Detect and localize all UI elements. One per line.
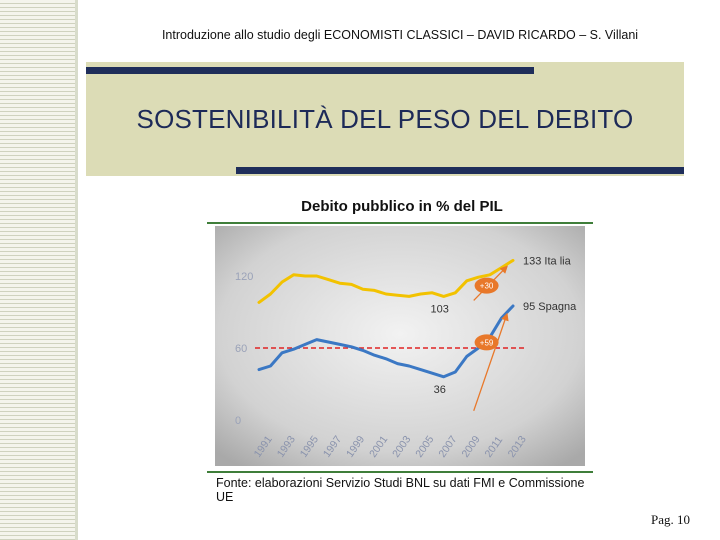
page-number: Pag. 10 (651, 512, 690, 527)
source-note: Fonte: elaborazioni Servizio Studi BNL s… (216, 476, 585, 504)
point-value-label: 103 (431, 303, 449, 315)
course-header: Introduzione allo studio degli ECONOMIST… (161, 28, 639, 42)
series-line-italia (257, 258, 515, 304)
chart-title: Debito pubblico in % del PIL (301, 198, 503, 215)
title-band (86, 62, 684, 176)
chart-bottom-rule (207, 471, 593, 473)
annotation-badge (474, 334, 499, 351)
annotation-label: +59 (480, 338, 494, 347)
decorative-stripes (0, 0, 78, 540)
chart-top-rule (207, 222, 593, 224)
annotation-label: +30 (480, 282, 494, 291)
point-value-label: 36 (434, 384, 446, 396)
series-end-label: 133 Ita lia (523, 255, 572, 267)
annotation-badge (474, 277, 499, 294)
title-band-bottom-bar (236, 167, 684, 174)
annotation-arrow (473, 312, 509, 412)
y-tick-label: 0 (235, 415, 241, 427)
chart-plot: +30 +59 0 60 120 1991 1993 1995 1997 1999 2001 20… (215, 226, 585, 466)
series-end-label: 95 Spagna (523, 301, 577, 313)
series-line-spagna (257, 304, 515, 379)
title-band-top-bar (86, 67, 534, 74)
y-tick-label: 60 (235, 343, 247, 355)
y-tick-label: 120 (235, 271, 253, 283)
slide-title: SOSTENIBILITÀ DEL PESO DEL DEBITO (136, 104, 634, 134)
chart-background (215, 226, 585, 466)
